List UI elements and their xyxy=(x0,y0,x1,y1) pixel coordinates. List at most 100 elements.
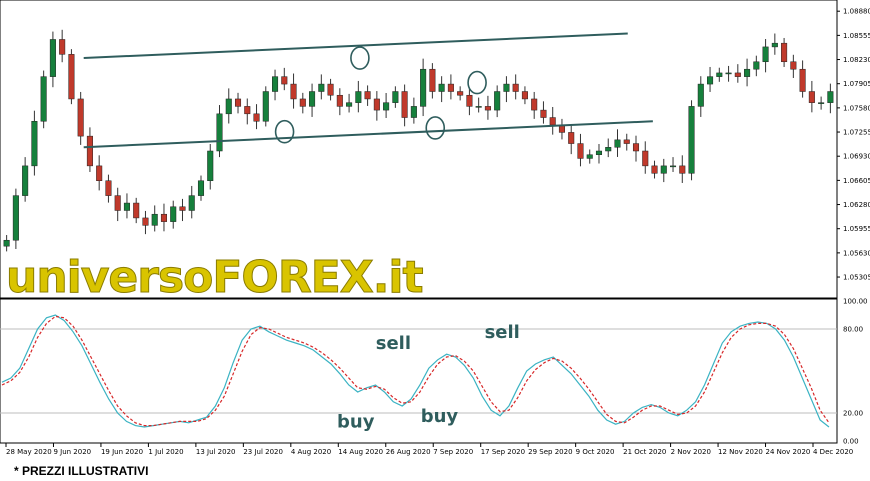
time-tick-label: 17 Sep 2020 xyxy=(481,448,525,456)
time-tick-label: 19 Jun 2020 xyxy=(101,448,143,456)
candle-body xyxy=(595,150,603,155)
signal-label-sell: sell xyxy=(376,333,411,354)
candle-body xyxy=(12,195,19,241)
watermark: universoFOREX.it xyxy=(6,252,423,303)
oscillator-tick-label: 0.00 xyxy=(843,438,859,446)
candle-body xyxy=(383,102,390,111)
candle-body xyxy=(401,91,408,118)
oscillator-tick-label: 80.00 xyxy=(843,326,863,334)
pattern-circles xyxy=(274,46,487,144)
candle-body xyxy=(688,106,695,174)
candle-body xyxy=(225,98,232,115)
oscillator-axis: 100.00 80.00 20.00 0.00 xyxy=(843,298,868,446)
candle-body xyxy=(447,83,454,92)
price-tick-label: 1.05305 xyxy=(843,274,870,282)
candle-body xyxy=(420,68,427,107)
candle-body xyxy=(309,91,316,107)
candle-body xyxy=(475,106,482,108)
candle-body xyxy=(114,195,121,211)
time-tick-label: 7 Sep 2020 xyxy=(433,448,473,456)
time-tick-label: 29 Sep 2020 xyxy=(528,448,572,456)
candle-body xyxy=(318,83,325,92)
candle-body xyxy=(623,139,630,144)
candle-body xyxy=(494,91,501,111)
candle-body xyxy=(392,91,399,103)
stochastic-signal-line xyxy=(1,315,830,427)
candle-body xyxy=(346,102,353,107)
time-axis: 28 May 2020 9 Jun 2020 19 Jun 2020 1 Jul 20… xyxy=(5,443,853,456)
candle-body xyxy=(355,91,362,103)
pattern-circle xyxy=(350,46,370,70)
candle-body xyxy=(49,39,56,77)
price-grid xyxy=(0,0,838,444)
stochastic-oscillator xyxy=(1,314,830,428)
candle-body xyxy=(373,98,380,111)
candle-body xyxy=(799,68,806,92)
candle-body xyxy=(133,202,140,219)
candle-body xyxy=(86,135,93,167)
signal-label-sell: sell xyxy=(485,322,520,343)
candle-body xyxy=(336,94,343,107)
candle-body xyxy=(197,180,205,196)
price-tick-label: 1.06930 xyxy=(843,153,870,161)
pattern-circle xyxy=(274,119,295,144)
time-tick-label: 12 Nov 2020 xyxy=(718,448,763,456)
time-tick-label: 1 Jul 2020 xyxy=(148,448,183,456)
candle-body xyxy=(77,98,84,137)
trendline xyxy=(83,32,628,60)
candle-body xyxy=(651,165,658,174)
candle-body xyxy=(31,121,38,167)
candle-body xyxy=(59,39,66,55)
candle-body xyxy=(429,68,436,92)
candle-body xyxy=(521,91,528,100)
candle-body xyxy=(123,202,130,211)
oscillator-grid xyxy=(0,328,837,414)
candle-body xyxy=(253,113,260,122)
candle-body xyxy=(466,94,473,107)
candle-body xyxy=(549,117,556,126)
oscillator-panel-frame xyxy=(0,298,838,444)
candle-body xyxy=(410,106,417,118)
candle-body xyxy=(586,154,593,159)
price-tick-label: 1.07905 xyxy=(843,80,870,88)
candle-body xyxy=(96,165,103,181)
price-tick-label: 1.08230 xyxy=(843,56,870,64)
candle-body xyxy=(68,54,75,100)
candle-body xyxy=(753,61,760,70)
trendlines xyxy=(83,32,653,149)
candle-body xyxy=(234,98,242,107)
price-tick-label: 1.08880 xyxy=(843,8,870,16)
candle-body xyxy=(3,239,10,247)
candle-body xyxy=(327,83,334,96)
pattern-circle xyxy=(425,116,446,140)
candle-body xyxy=(790,61,797,70)
candle-body xyxy=(216,113,223,152)
candle-body xyxy=(781,42,788,63)
candle-body xyxy=(679,165,686,174)
candle-body xyxy=(568,132,575,144)
price-tick-label: 1.05955 xyxy=(843,225,870,233)
candle-body xyxy=(660,165,667,174)
candle-body xyxy=(151,213,158,226)
candle-body xyxy=(503,83,510,92)
candle-body xyxy=(170,206,177,222)
candle-body xyxy=(179,206,186,211)
time-tick-label: 9 Jun 2020 xyxy=(53,448,91,456)
candle-body xyxy=(744,68,751,77)
trendline xyxy=(83,120,653,149)
candle-body xyxy=(160,213,167,222)
pattern-circle xyxy=(467,70,487,95)
candle-body xyxy=(364,91,371,100)
candle-body xyxy=(614,139,621,148)
candle-body xyxy=(697,83,704,107)
candle-body xyxy=(512,83,519,92)
candle-body xyxy=(540,109,547,118)
price-tick-label: 1.06280 xyxy=(843,201,870,209)
candle-body xyxy=(207,150,214,181)
time-tick-label: 14 Aug 2020 xyxy=(338,448,383,456)
candle-body xyxy=(531,98,538,111)
candle-body xyxy=(40,76,47,122)
candle-body xyxy=(438,83,445,92)
oscillator-tick-label: 100.00 xyxy=(843,298,868,306)
candle-body xyxy=(632,143,640,152)
